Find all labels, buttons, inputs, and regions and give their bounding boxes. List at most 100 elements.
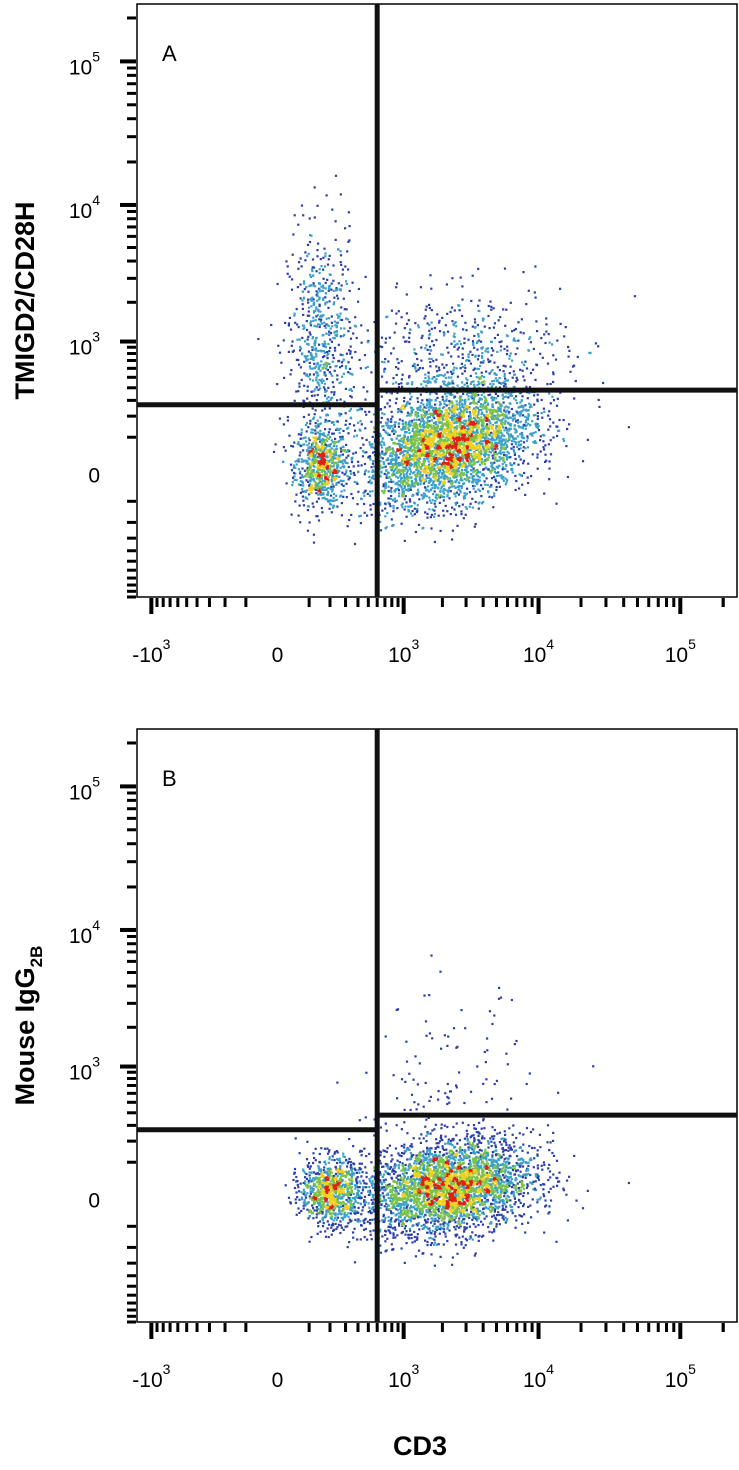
event-point — [295, 463, 298, 466]
event-point — [471, 438, 474, 441]
event-point — [447, 467, 450, 470]
event-point — [403, 477, 406, 480]
event-point — [426, 488, 429, 491]
event-point — [320, 448, 323, 452]
event-point — [474, 481, 478, 484]
event-point — [485, 447, 488, 450]
event-point — [479, 449, 482, 452]
event-point — [509, 433, 512, 436]
event-point — [336, 294, 339, 297]
event-point — [394, 483, 397, 486]
event-point — [447, 491, 450, 494]
event-point — [422, 423, 425, 426]
event-point — [429, 404, 432, 407]
event-point — [428, 442, 431, 445]
event-point — [386, 433, 389, 436]
event-point — [527, 481, 530, 485]
event-point — [442, 456, 445, 459]
event-point — [451, 538, 454, 541]
event-point — [424, 428, 427, 431]
event-point — [506, 409, 509, 412]
event-point — [420, 383, 423, 386]
event-point — [302, 484, 305, 487]
event-point — [310, 346, 313, 349]
event-point — [456, 457, 459, 460]
event-point — [526, 476, 529, 479]
event-point — [508, 416, 511, 419]
event-point — [439, 470, 442, 473]
event-point — [295, 308, 298, 311]
event-point — [314, 450, 317, 453]
event-point — [447, 419, 450, 422]
event-point — [462, 517, 465, 520]
event-point — [437, 487, 440, 490]
event-point — [448, 448, 452, 451]
event-point — [348, 450, 351, 453]
event-point — [470, 381, 473, 384]
event-point — [476, 453, 479, 457]
event-point — [446, 494, 449, 497]
event-point — [461, 451, 464, 454]
event-point — [390, 420, 393, 423]
event-point — [472, 401, 475, 404]
event-point — [502, 397, 505, 400]
event-point — [449, 431, 453, 434]
event-point — [329, 436, 332, 439]
event-point — [487, 491, 490, 494]
event-point — [477, 488, 480, 491]
event-point — [430, 456, 433, 460]
event-point — [435, 444, 438, 447]
event-point — [439, 455, 442, 458]
event-point — [357, 460, 360, 463]
event-point — [388, 427, 391, 430]
event-point — [459, 400, 462, 403]
event-point — [352, 386, 355, 389]
event-point — [305, 320, 308, 323]
event-point — [406, 478, 409, 481]
event-point — [327, 486, 330, 490]
event-point — [390, 418, 393, 421]
event-point — [296, 286, 299, 289]
event-point — [341, 268, 344, 271]
event-point — [443, 483, 446, 486]
event-point — [297, 358, 300, 362]
event-point — [373, 430, 376, 434]
event-point — [492, 418, 495, 421]
event-point — [453, 432, 456, 435]
event-point — [347, 361, 350, 364]
event-point — [408, 431, 411, 434]
event-point — [296, 459, 299, 462]
event-point — [324, 418, 327, 421]
event-point — [334, 220, 337, 223]
event-point — [309, 463, 312, 466]
event-point — [432, 463, 435, 467]
event-point — [486, 403, 490, 406]
event-point — [419, 436, 422, 439]
event-point — [435, 409, 438, 413]
event-point — [403, 400, 406, 403]
event-point — [394, 430, 397, 433]
event-point — [344, 460, 347, 463]
event-point — [424, 511, 427, 514]
event-point — [433, 406, 436, 410]
event-point — [478, 452, 481, 455]
event-point — [363, 511, 366, 514]
event-point — [390, 490, 393, 493]
event-point — [434, 484, 437, 487]
event-point — [299, 345, 302, 348]
event-point — [495, 486, 498, 489]
event-point — [397, 442, 400, 445]
event-point — [540, 398, 543, 402]
event-point — [453, 417, 456, 421]
event-point — [491, 449, 494, 452]
event-point — [294, 472, 297, 475]
event-point — [476, 448, 479, 451]
event-point — [440, 485, 443, 488]
event-point — [536, 400, 539, 403]
event-point — [425, 442, 428, 445]
event-point — [294, 321, 297, 324]
event-point — [434, 430, 437, 433]
event-point — [333, 499, 336, 502]
event-point — [350, 472, 353, 475]
event-point — [448, 403, 451, 406]
